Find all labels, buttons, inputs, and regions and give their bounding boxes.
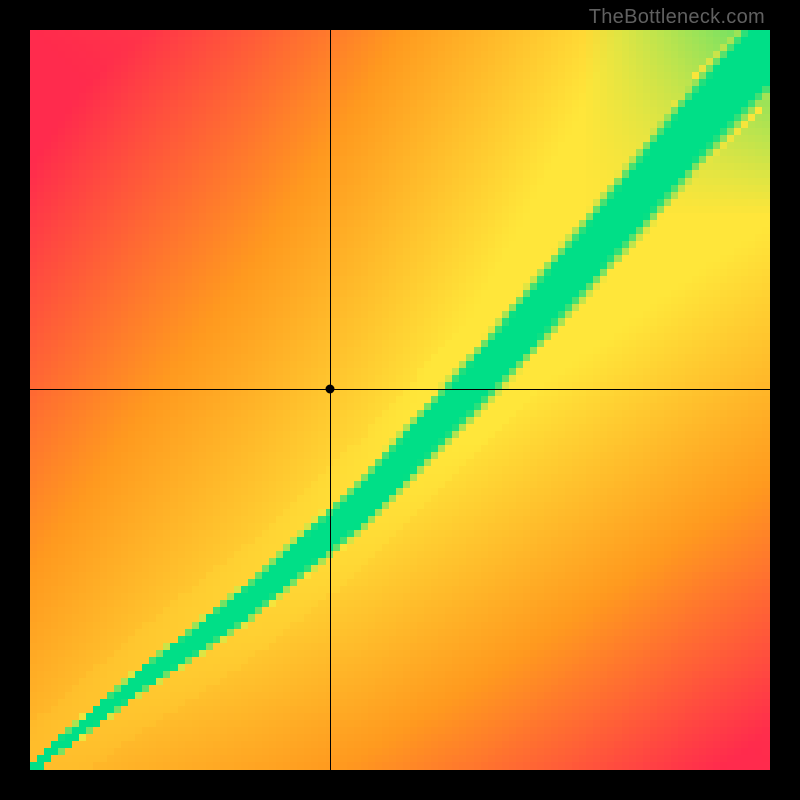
crosshair-horizontal [30, 389, 770, 390]
crosshair-vertical [330, 30, 331, 770]
heatmap-canvas [30, 30, 770, 770]
plot-area [30, 30, 770, 770]
watermark-text: TheBottleneck.com [589, 6, 765, 29]
chart-container: TheBottleneck.com [0, 0, 800, 800]
bottleneck-marker [325, 384, 334, 393]
